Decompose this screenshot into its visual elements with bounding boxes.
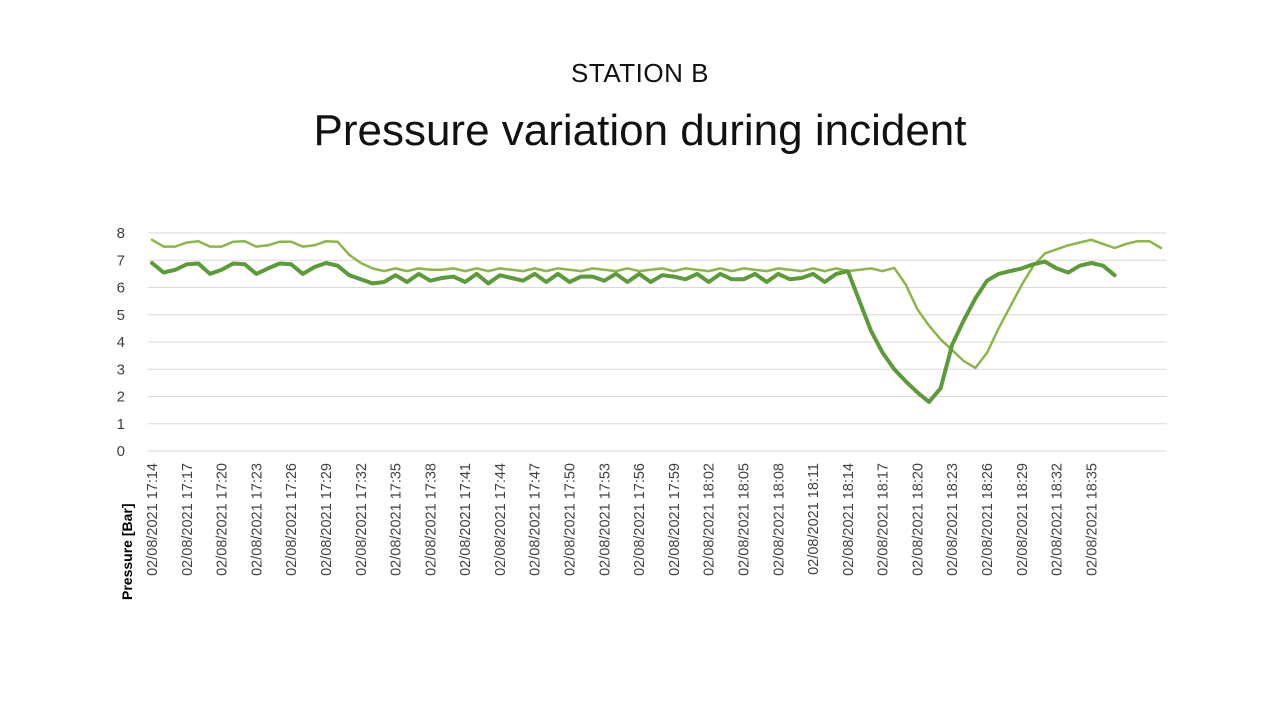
y-tick-label: 2: [117, 389, 125, 406]
x-tick-label: 02/08/2021 18:08: [771, 463, 787, 576]
x-tick-label: 02/08/2021 17:32: [354, 463, 370, 576]
y-tick-label: 0: [117, 443, 125, 460]
x-tick-label: 02/08/2021 18:05: [736, 463, 752, 576]
x-tick-label: 02/08/2021 18:02: [702, 463, 718, 576]
x-tick-label: 02/08/2021 17:47: [528, 463, 544, 576]
x-tick-label: 02/08/2021 18:20: [910, 463, 926, 576]
y-tick-label: 5: [117, 307, 125, 324]
x-tick-label: 02/08/2021 18:23: [945, 463, 961, 576]
x-tick-label: 02/08/2021 18:35: [1084, 463, 1100, 576]
x-tick-label: 02/08/2021 18:14: [841, 463, 857, 576]
x-tick-label: 02/08/2021 18:26: [980, 463, 996, 576]
x-tick-label: 02/08/2021 17:50: [563, 463, 579, 576]
x-tick-label: 02/08/2021 17:20: [215, 463, 231, 576]
x-tick-label: 02/08/2021 17:26: [284, 463, 300, 576]
x-tick-label: 02/08/2021 17:14: [145, 463, 161, 576]
series-line-2: [150, 259, 1117, 404]
series-lines: [150, 238, 1163, 404]
x-tick-label: 02/08/2021 17:23: [249, 463, 265, 576]
x-tick-label: 02/08/2021 17:35: [389, 463, 405, 576]
x-tick-label: 02/08/2021 17:17: [180, 463, 196, 576]
x-tick-label: 02/08/2021 17:53: [597, 463, 613, 576]
x-tick-label: 02/08/2021 17:38: [423, 463, 439, 576]
y-axis-ticks: 0 1 2 3 4 5 6 7 8: [117, 225, 125, 460]
series-line-1: [150, 238, 1163, 370]
x-tick-label: 02/08/2021 17:59: [667, 463, 683, 576]
y-tick-label: 3: [117, 361, 125, 378]
chart-title: Pressure variation during incident: [313, 106, 967, 155]
x-tick-label: 02/08/2021 17:56: [632, 463, 648, 576]
chart-supertitle: STATION B: [571, 58, 709, 88]
x-tick-label: 02/08/2021 18:17: [876, 463, 892, 576]
y-tick-label: 8: [117, 225, 125, 242]
x-tick-label: 02/08/2021 17:41: [458, 463, 474, 576]
x-tick-label: 02/08/2021 18:29: [1015, 463, 1031, 576]
y-tick-label: 1: [117, 416, 125, 433]
gridlines: [148, 232, 1167, 452]
x-tick-label: 02/08/2021 18:11: [806, 463, 822, 575]
y-tick-label: 7: [117, 252, 125, 269]
y-tick-label: 4: [117, 334, 125, 351]
x-tick-label: 02/08/2021 17:44: [493, 463, 509, 576]
x-tick-label: 02/08/2021 18:32: [1050, 463, 1066, 576]
x-tick-label: 02/08/2021 17:29: [319, 463, 335, 576]
y-tick-label: 6: [117, 280, 125, 297]
y-axis-label: Pressure [Bar]: [119, 504, 135, 601]
x-axis-ticks: 02/08/2021 17:14 02/08/2021 17:17 02/08/20…: [145, 463, 1100, 576]
